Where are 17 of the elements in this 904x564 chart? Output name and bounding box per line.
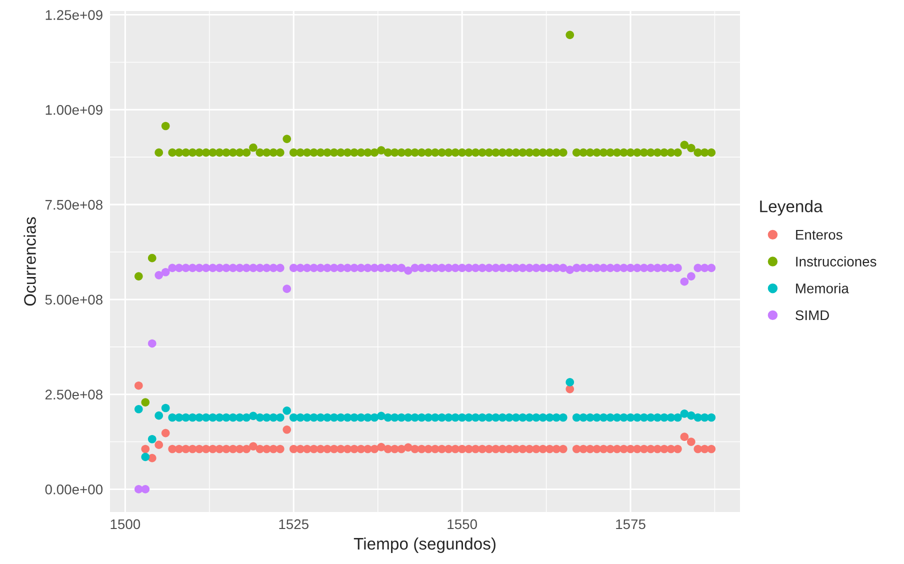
y-tick-label: 0.00e+00 bbox=[45, 484, 103, 494]
x-axis-title: Tiempo (segundos) bbox=[354, 537, 496, 553]
y-tick-label: 1.25e+09 bbox=[46, 10, 102, 20]
x-tick-label: 1525 bbox=[279, 519, 308, 530]
legend-label: SIMD bbox=[796, 310, 829, 320]
y-axis-title: Ocurrencias bbox=[24, 217, 36, 306]
y-tick-label: 7.50e+08 bbox=[45, 200, 102, 210]
y-tick-label: 5.00e+08 bbox=[45, 294, 102, 305]
x-tick-label: 1575 bbox=[616, 519, 646, 530]
legend-label: Memoria bbox=[796, 283, 849, 294]
x-tick-label: 1500 bbox=[110, 519, 140, 530]
y-tick-label: 1.00e+09 bbox=[46, 105, 102, 115]
legend-label: Instrucciones bbox=[796, 256, 876, 267]
legend-title: Leyenda bbox=[760, 200, 823, 216]
legend-label: Enteros bbox=[796, 230, 842, 240]
x-tick-label: 1550 bbox=[448, 519, 477, 530]
y-tick-label: 2.50e+08 bbox=[45, 390, 102, 400]
